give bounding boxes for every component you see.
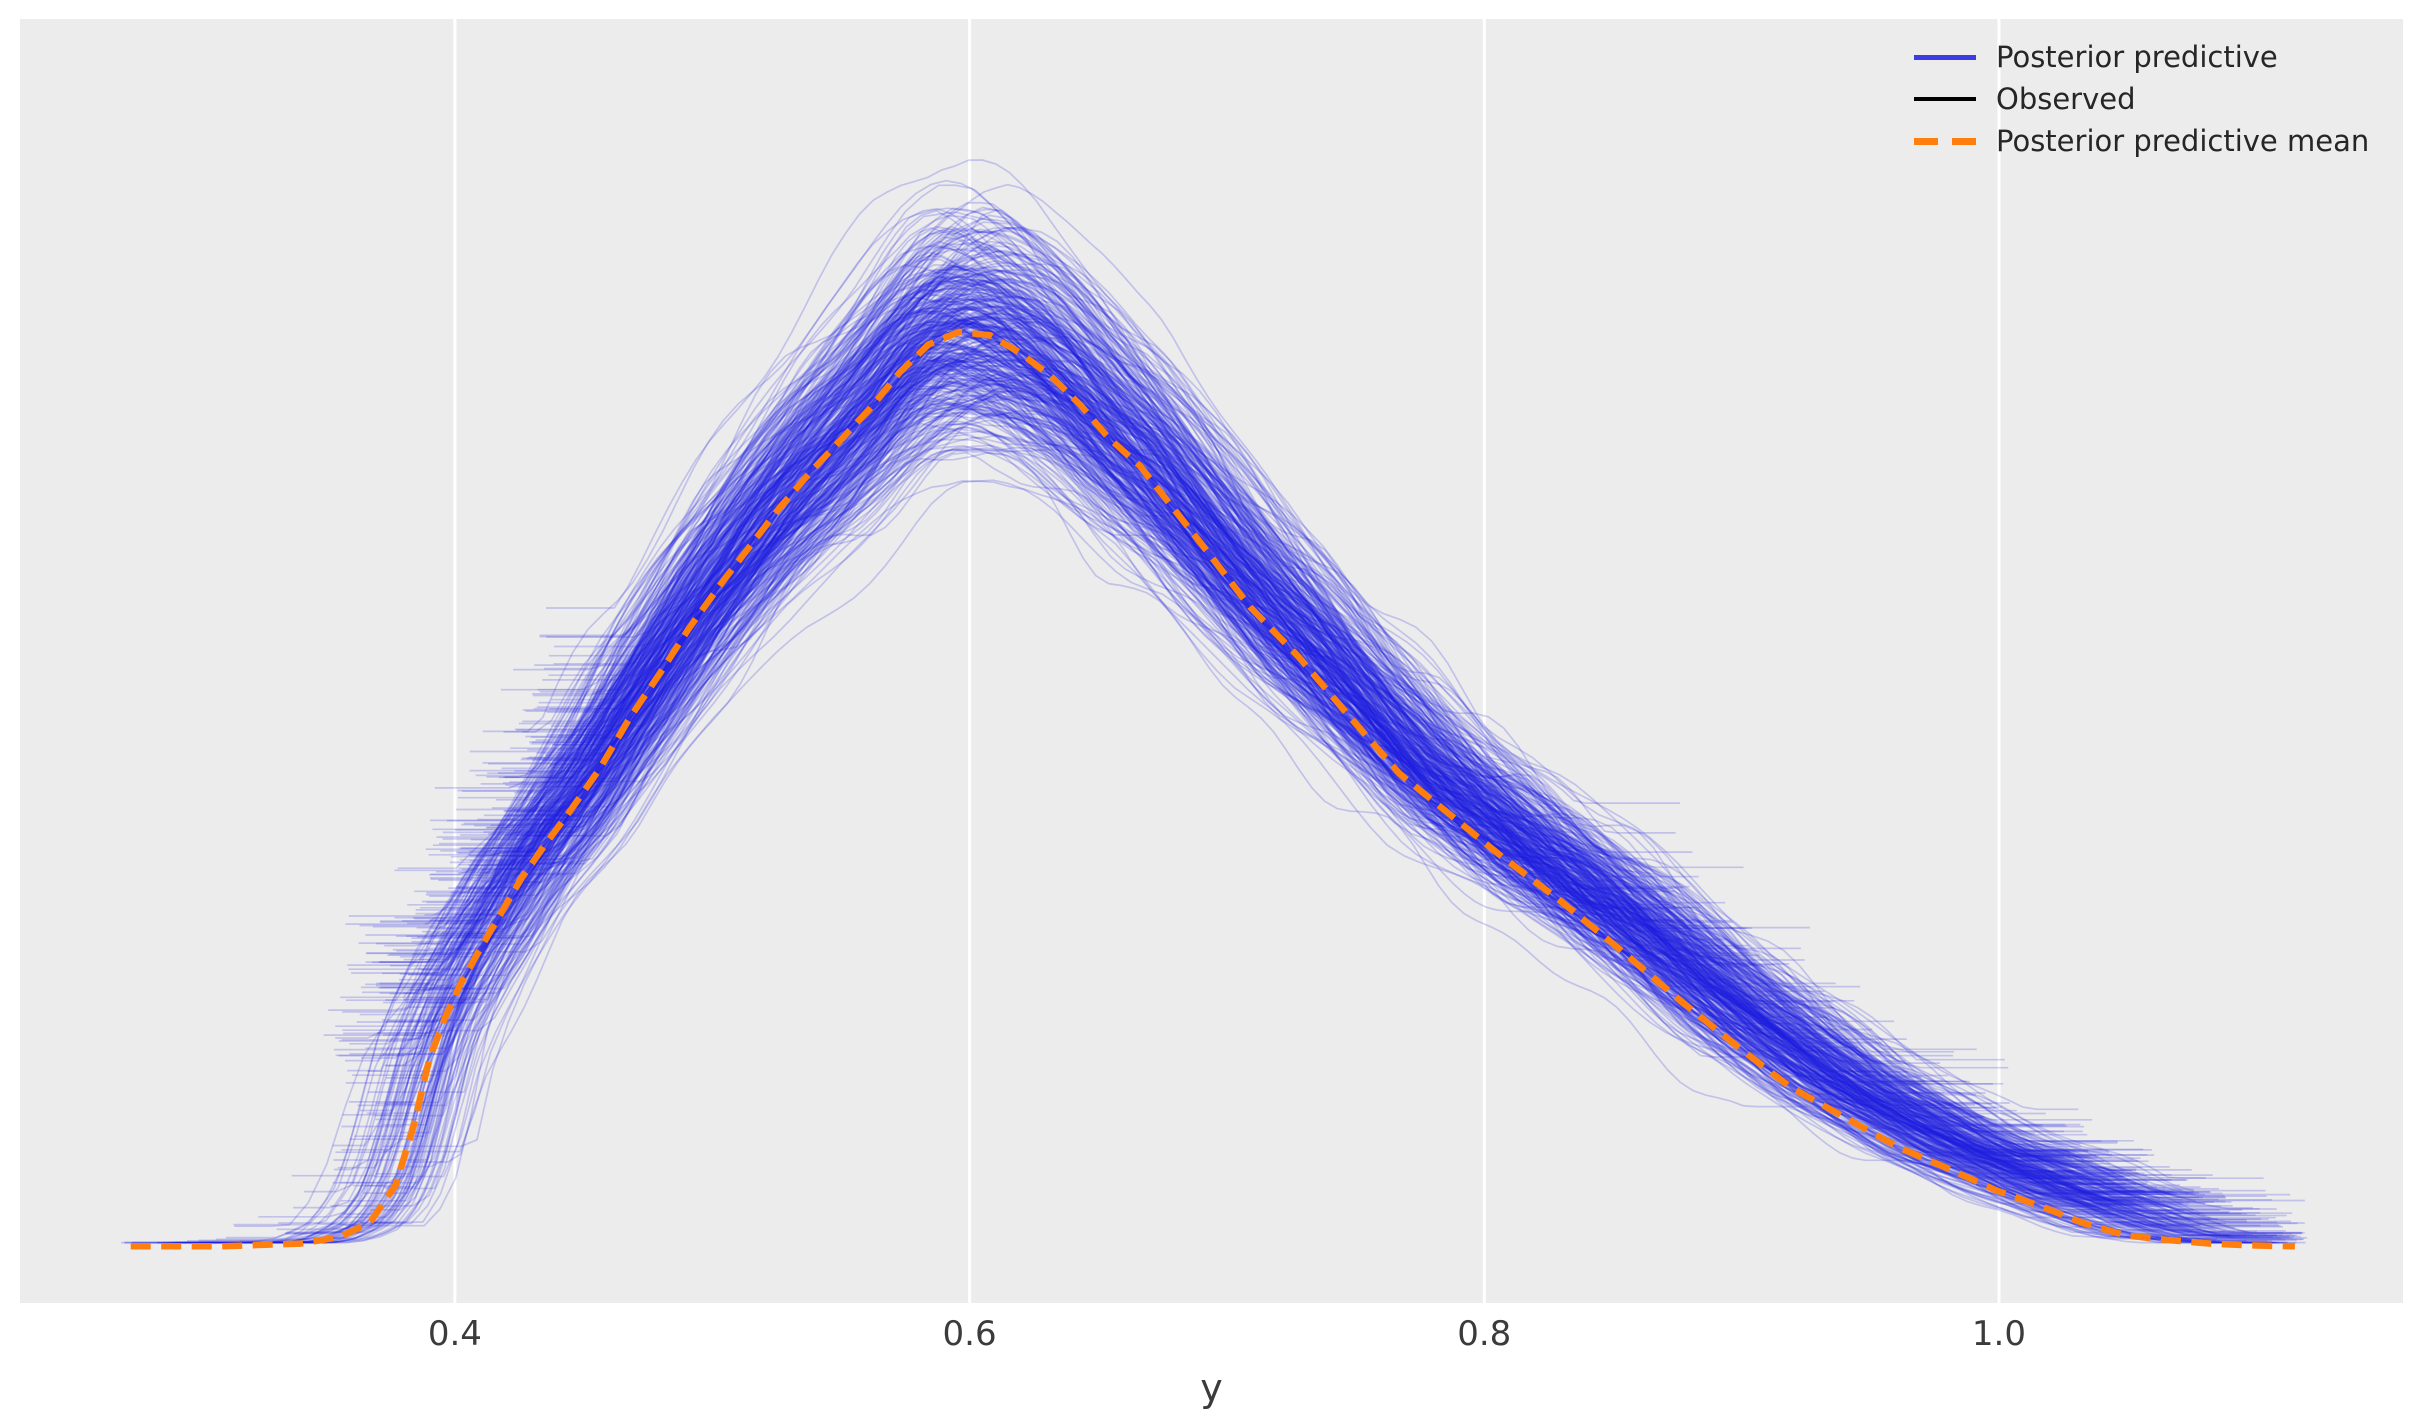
legend-label: Posterior predictive mean (1996, 124, 2370, 158)
legend-item-posterior-predictive: Posterior predictive (1914, 36, 2369, 78)
posterior-predictive-lines (121, 159, 2308, 1244)
posterior-predictive-mean-line (130, 328, 2295, 1250)
x-tick-1.0: 1.0 (1971, 1314, 2027, 1354)
blue-line-swatch-icon (1914, 54, 1976, 60)
legend: Posterior predictive Observed Posterior … (1914, 36, 2369, 162)
black-line-swatch-icon (1914, 97, 1976, 101)
x-tick-0.4: 0.4 (427, 1314, 482, 1354)
legend-label: Posterior predictive (1996, 40, 2278, 74)
x-tick-0.6: 0.6 (942, 1314, 997, 1354)
x-tick-0.8: 0.8 (1457, 1314, 1512, 1354)
legend-item-posterior-predictive-mean: Posterior predictive mean (1914, 120, 2369, 162)
x-axis-label: y (1200, 1366, 1223, 1410)
legend-label: Observed (1996, 82, 2136, 116)
legend-item-observed: Observed (1914, 78, 2369, 120)
orange-dashed-swatch-icon (1914, 137, 1976, 145)
